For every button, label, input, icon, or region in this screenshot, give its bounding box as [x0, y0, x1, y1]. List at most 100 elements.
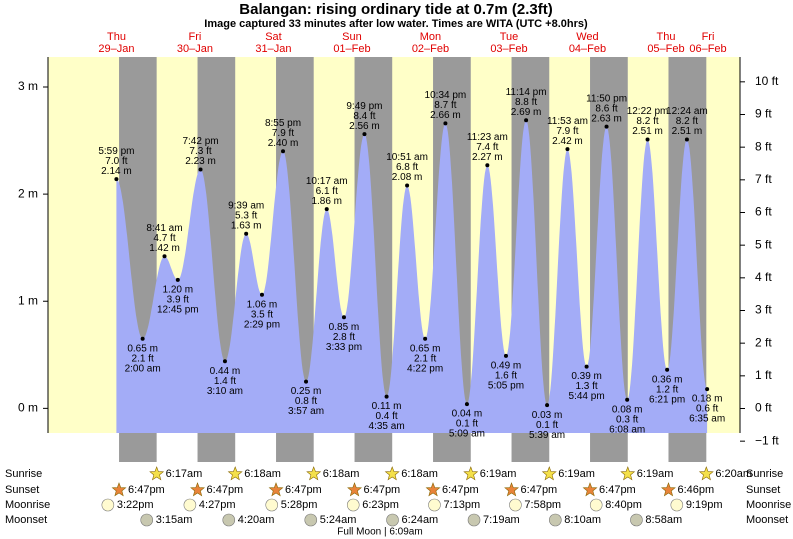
moon-icon — [386, 513, 399, 527]
row-time: 8:58am — [645, 514, 682, 526]
day-name: Thu — [107, 31, 126, 43]
extreme-dot — [222, 359, 227, 364]
extreme-dot — [114, 177, 119, 182]
row-time: 5:28pm — [281, 499, 318, 511]
extreme-height: 0.18 m — [692, 394, 723, 405]
sun-icon — [463, 466, 479, 481]
extreme-dot — [423, 336, 428, 341]
extreme-time: 3:57 am — [288, 406, 324, 417]
extreme-dot — [645, 137, 650, 142]
extreme-dot — [304, 379, 309, 384]
extreme-height: 1.86 m — [311, 196, 342, 207]
row-time: 8:40pm — [605, 499, 642, 511]
extreme-time: 10:51 am — [386, 152, 428, 163]
sun-icon — [425, 482, 441, 497]
row-time: 6:23pm — [362, 499, 399, 511]
extreme-dot — [485, 163, 490, 168]
extreme-time: 2:29 pm — [244, 319, 280, 330]
moon-icon — [183, 498, 197, 512]
sun-icon — [347, 482, 363, 497]
moon-icon — [509, 498, 522, 512]
extreme-feet: 6.8 ft — [396, 162, 418, 173]
extreme-feet: 6.1 ft — [316, 186, 338, 197]
extreme-time: 4:22 pm — [407, 363, 443, 374]
sun-icon — [306, 466, 322, 481]
y2-tick-label: 6 ft — [755, 205, 772, 219]
y-tick-label: 0 m — [18, 401, 38, 415]
extreme-feet: 0.4 ft — [375, 411, 397, 422]
extreme-height: 0.39 m — [571, 371, 602, 382]
extreme-feet: 8.2 ft — [676, 116, 698, 127]
extreme-feet: 1.4 ft — [214, 376, 236, 387]
extreme-dot — [584, 364, 589, 369]
extreme-feet: 1.2 ft — [656, 384, 678, 395]
extreme-height: 0.03 m — [532, 410, 563, 421]
extreme-height: 0.44 m — [210, 366, 241, 377]
extreme-dot — [405, 183, 410, 188]
moon-icon — [428, 498, 441, 512]
extreme-feet: 7.9 ft — [556, 126, 578, 137]
extreme-height: 2.40 m — [268, 138, 299, 149]
y-tick-label: 2 m — [18, 186, 38, 200]
extreme-dot — [524, 118, 529, 123]
extreme-height: 2.08 m — [392, 172, 423, 183]
row-label-right: Sunrise — [746, 468, 783, 480]
extreme-time: 9:39 am — [228, 200, 264, 211]
moon-icon — [346, 498, 360, 512]
sun-icon — [190, 482, 206, 497]
y2-tick-label: 5 ft — [755, 237, 772, 251]
extreme-dot — [140, 336, 145, 341]
extreme-height: 1.63 m — [231, 220, 262, 231]
extreme-feet: 3.5 ft — [251, 309, 273, 320]
extreme-dot — [684, 137, 689, 142]
extreme-feet: 7.0 ft — [105, 156, 127, 167]
extreme-dot — [384, 394, 389, 399]
extreme-dot — [341, 315, 346, 320]
extreme-time: 10:34 pm — [425, 90, 467, 101]
y2-tick-label: 0 ft — [755, 401, 772, 415]
extreme-height: 0.65 m — [410, 343, 441, 354]
day-date: 02–Feb — [412, 43, 449, 55]
extreme-feet: 1.6 ft — [495, 371, 517, 382]
row-label-right: Moonset — [746, 514, 788, 526]
extreme-height: 2.63 m — [591, 113, 622, 124]
row-time: 6:19am — [637, 468, 674, 480]
extreme-dot — [625, 397, 630, 402]
day-date: 04–Feb — [569, 43, 606, 55]
sun-icon — [504, 482, 520, 497]
extreme-time: 9:49 pm — [346, 101, 382, 112]
extreme-dot — [162, 254, 167, 259]
extreme-dot — [281, 149, 286, 154]
day-date: 03–Feb — [490, 43, 527, 55]
extreme-height: 0.65 m — [127, 343, 158, 354]
extreme-time: 5:39 am — [529, 430, 565, 441]
extreme-time: 8:55 pm — [265, 118, 301, 129]
moon-icon — [670, 498, 684, 512]
extreme-feet: 0.8 ft — [295, 396, 317, 407]
row-time: 6:47pm — [364, 484, 401, 496]
row-time: 6:17am — [166, 468, 203, 480]
extreme-height: 0.11 m — [372, 401, 402, 412]
extreme-time: 12:45 pm — [157, 304, 199, 315]
extreme-feet: 8.2 ft — [636, 116, 658, 127]
extreme-feet: 2.8 ft — [333, 332, 355, 343]
extreme-time: 5:09 am — [449, 429, 485, 440]
day-date: 29–Jan — [98, 43, 134, 55]
row-time: 6:47pm — [128, 484, 165, 496]
plot: 5:59 pm7.0 ft2.14 m2:00 am2.1 ft0.65 m8:… — [18, 57, 779, 447]
extreme-height: 2.56 m — [349, 121, 380, 132]
extreme-height: 2.51 m — [632, 126, 663, 137]
extreme-time: 5:05 pm — [488, 381, 524, 392]
row-time: 6:47pm — [521, 484, 558, 496]
moon-icon — [101, 498, 115, 512]
day-name: Sat — [265, 31, 282, 43]
extreme-dot — [665, 367, 670, 372]
tide-area — [116, 120, 708, 433]
extreme-time: 12:24 am — [666, 106, 708, 117]
day-date: 31–Jan — [255, 43, 291, 55]
row-label: Sunrise — [5, 468, 42, 480]
extreme-time: 8:41 am — [146, 223, 182, 234]
row-time: 6:47pm — [207, 484, 244, 496]
day-name: Fri — [702, 31, 715, 43]
